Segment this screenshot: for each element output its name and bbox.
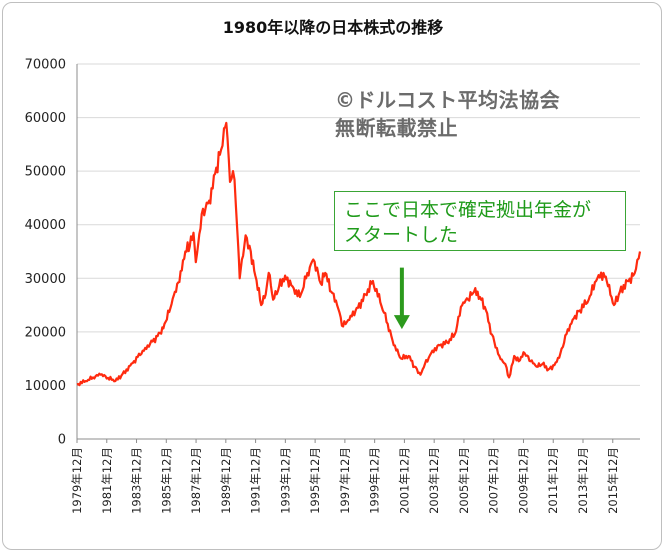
- x-tick-label: 2011年12月: [546, 447, 560, 514]
- x-tick-label: 2001年12月: [397, 447, 411, 514]
- x-tick-label: 1995年12月: [308, 447, 322, 514]
- y-tick-label: 40000: [25, 218, 66, 233]
- x-tick-label: 1999年12月: [368, 447, 382, 514]
- x-tick-label: 2005年12月: [457, 447, 471, 514]
- gridlines: [76, 63, 640, 440]
- x-tick-label: 1997年12月: [338, 447, 352, 514]
- x-tick-label: 1979年12月: [70, 447, 84, 514]
- chart-title: 1980年以降の日本株式の推移: [222, 18, 444, 37]
- y-tick-label: 0: [58, 433, 66, 448]
- watermark-line-1: ©ドルコスト平均法協会: [335, 88, 561, 112]
- y-tick-label: 70000: [25, 58, 66, 73]
- annotation-line-2: スタートした: [344, 224, 459, 246]
- y-axis-ticks: 70000 60000 50000 40000 30000 20000 10000 0: [25, 58, 66, 448]
- x-tick-label: 2007年12月: [487, 447, 501, 514]
- y-tick-label: 30000: [25, 272, 66, 287]
- x-tick-label: 2009年12月: [516, 447, 530, 514]
- annotation-text: ここで日本で確定拠出年金が スタートした: [344, 198, 591, 248]
- series-line: [76, 121, 642, 387]
- y-tick-label: 10000: [25, 379, 66, 394]
- y-tick-label: 50000: [25, 165, 66, 180]
- x-tick-label: 1989年12月: [219, 447, 233, 514]
- watermark-line-2: 無断転載禁止: [335, 116, 458, 140]
- annotation-box: [334, 191, 626, 251]
- x-tick-label: 1991年12月: [249, 447, 263, 514]
- x-tick-label: 2015年12月: [606, 447, 620, 514]
- series-layer: [76, 121, 642, 387]
- annotation-arrow: [393, 267, 410, 330]
- x-axis: 1979年12月 1981年12月 1983年12月 1985年12月 1987年12月…: [70, 439, 620, 514]
- y-tick-label: 60000: [25, 111, 66, 126]
- x-tick-label: 2003年12月: [427, 447, 441, 514]
- x-tick-label: 1983年12月: [130, 447, 144, 514]
- x-tick-label: 1985年12月: [159, 447, 173, 514]
- arrow-head: [393, 315, 410, 330]
- annotation-line-1: ここで日本で確定拠出年金が: [344, 199, 592, 221]
- x-tick-label: 2013年12月: [576, 447, 590, 514]
- y-tick-label: 20000: [25, 325, 66, 340]
- x-tick-label: 1981年12月: [100, 447, 114, 514]
- x-tick-label: 1987年12月: [189, 447, 203, 514]
- x-tick-label: 1993年12月: [278, 447, 292, 514]
- copyright-watermark: ©ドルコスト平均法協会 無断転載禁止: [335, 86, 560, 142]
